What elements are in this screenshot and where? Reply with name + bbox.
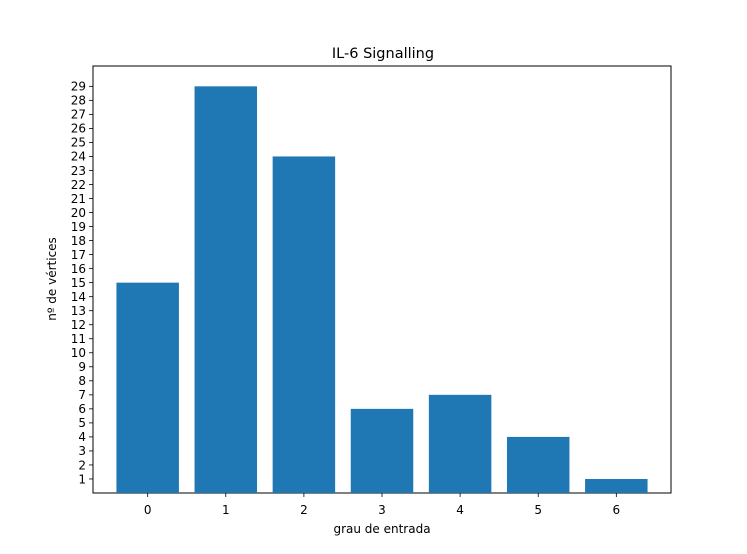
x-tick-label: 4 (456, 503, 464, 517)
y-tick-label: 3 (78, 444, 86, 458)
x-tick-label: 6 (613, 503, 621, 517)
y-tick-label: 2 (78, 458, 86, 472)
y-tick-label: 23 (71, 164, 86, 178)
x-tick-label: 3 (378, 503, 386, 517)
bar-5 (506, 436, 570, 493)
bar-2 (272, 156, 336, 493)
y-tick-label: 29 (71, 80, 86, 94)
y-tick-label: 21 (71, 192, 86, 206)
y-tick-label: 5 (78, 416, 86, 430)
y-tick-label: 25 (71, 136, 86, 150)
y-tick-label: 13 (71, 304, 86, 318)
y-tick-label: 26 (71, 122, 86, 136)
bar-1 (194, 86, 258, 493)
y-tick-label: 22 (71, 178, 86, 192)
y-tick-label: 20 (71, 206, 86, 220)
y-tick-label: 16 (71, 262, 86, 276)
y-tick-label: 1 (78, 472, 86, 486)
x-tick-label: 1 (222, 503, 230, 517)
bar-4 (428, 394, 492, 493)
bar-6 (585, 478, 648, 493)
y-tick-label: 8 (78, 374, 86, 388)
y-tick-label: 28 (71, 94, 86, 108)
y-tick-label: 6 (78, 402, 86, 416)
bar-0 (116, 282, 179, 493)
y-tick-label: 9 (78, 360, 86, 374)
y-tick-label: 27 (71, 108, 86, 122)
x-tick-label: 5 (534, 503, 542, 517)
y-tick-label: 19 (71, 220, 86, 234)
y-tick-label: 15 (71, 276, 86, 290)
y-tick-label: 24 (71, 150, 86, 164)
y-tick-label: 10 (71, 346, 86, 360)
x-tick-label: 0 (144, 503, 152, 517)
y-tick-label: 14 (71, 290, 86, 304)
bar-3 (350, 408, 414, 493)
x-tick-label: 2 (300, 503, 308, 517)
y-axis-label: nº de vértices (45, 237, 59, 321)
y-tick-label: 7 (78, 388, 86, 402)
y-tick-label: 4 (78, 430, 86, 444)
y-tick-label: 11 (71, 332, 86, 346)
chart-title: IL-6 Signalling (332, 46, 434, 62)
x-axis-label: grau de entrada (333, 522, 430, 536)
y-tick-label: 18 (71, 234, 86, 248)
y-tick-label: 12 (71, 318, 86, 332)
y-tick-label: 17 (71, 248, 86, 262)
